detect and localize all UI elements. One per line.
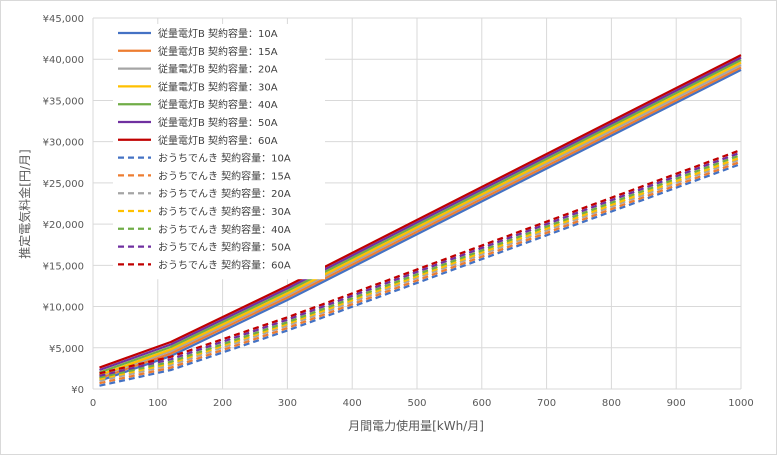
legend-label: 従量電灯B 契約容量：30A (158, 80, 278, 93)
solid-series-line (99, 56, 742, 372)
dashed-series-line (99, 148, 742, 375)
series-lines (99, 54, 742, 387)
x-axis-ticks: 0 100 200 300 400 500 600 700 800 900 1000 (90, 398, 754, 409)
solid-series-line (99, 58, 742, 374)
x-tick-label: 800 (602, 398, 621, 409)
y-tick-label: ¥15,000 (43, 261, 84, 272)
solid-series-line (99, 68, 742, 382)
legend-label: おうちでんき 契約容量：50A (158, 241, 291, 254)
y-tick-label: ¥30,000 (43, 138, 84, 149)
dashed-series-line (99, 162, 742, 387)
solid-series-line (99, 61, 742, 377)
legend-label: 従量電灯B 契約容量：20A (158, 63, 278, 76)
legend-label: おうちでんき 契約容量：40A (158, 223, 291, 236)
x-tick-label: 600 (472, 398, 491, 409)
legend: 従量電灯B 契約容量：10A 従量電灯B 契約容量：15A 従量電灯B 契約容量：2… (113, 24, 325, 280)
legend-label: 従量電灯B 契約容量：40A (158, 98, 278, 111)
dashed-series-line (99, 151, 742, 377)
dashed-series-line (99, 156, 742, 381)
x-tick-label: 100 (148, 398, 167, 409)
x-tick-label: 700 (537, 398, 556, 409)
solid-series-line (99, 66, 742, 380)
y-axis-title: 推定電気料金[円/月] (17, 149, 32, 258)
legend-label: 従量電灯B 契約容量：15A (158, 45, 278, 58)
y-tick-label: ¥25,000 (43, 179, 84, 190)
solid-series-line (99, 63, 742, 377)
y-tick-label: ¥45,000 (43, 14, 84, 25)
x-tick-label: 500 (407, 398, 426, 409)
legend-label: おうちでんき 契約容量：30A (158, 205, 291, 218)
y-tick-label: ¥10,000 (43, 303, 84, 314)
legend-label: 従量電灯B 契約容量：10A (158, 27, 278, 40)
x-tick-label: 0 (90, 398, 96, 409)
y-tick-label: ¥0 (71, 385, 84, 396)
legend-label: 従量電灯B 契約容量：50A (158, 116, 278, 129)
dashed-series-line (99, 160, 742, 385)
legend-label: 従量電灯B 契約容量：60A (158, 134, 278, 147)
legend-label: おうちでんき 契約容量：15A (158, 169, 291, 182)
legend-label: おうちでんき 契約容量：10A (158, 152, 291, 165)
x-axis-title: 月間電力使用量[kWh/月] (348, 418, 484, 433)
y-tick-label: ¥5,000 (49, 344, 84, 355)
x-tick-label: 900 (667, 398, 686, 409)
x-tick-label: 200 (213, 398, 232, 409)
x-tick-label: 1000 (728, 398, 753, 409)
y-tick-label: ¥20,000 (43, 220, 84, 231)
legend-box (113, 24, 325, 280)
y-tick-label: ¥40,000 (43, 55, 84, 66)
solid-series-line (99, 54, 742, 369)
y-tick-label: ¥35,000 (43, 96, 84, 107)
y-axis-ticks: ¥0 ¥5,000 ¥10,000 ¥15,000 ¥20,000 ¥25,000 ¥30,… (43, 14, 84, 396)
x-tick-label: 400 (343, 398, 362, 409)
legend-label: おうちでんき 契約容量：20A (158, 187, 291, 200)
x-tick-label: 300 (278, 398, 297, 409)
dashed-series-line (99, 153, 742, 379)
legend-label: おうちでんき 契約容量：60A (158, 258, 291, 271)
dashed-series-line (99, 157, 742, 382)
